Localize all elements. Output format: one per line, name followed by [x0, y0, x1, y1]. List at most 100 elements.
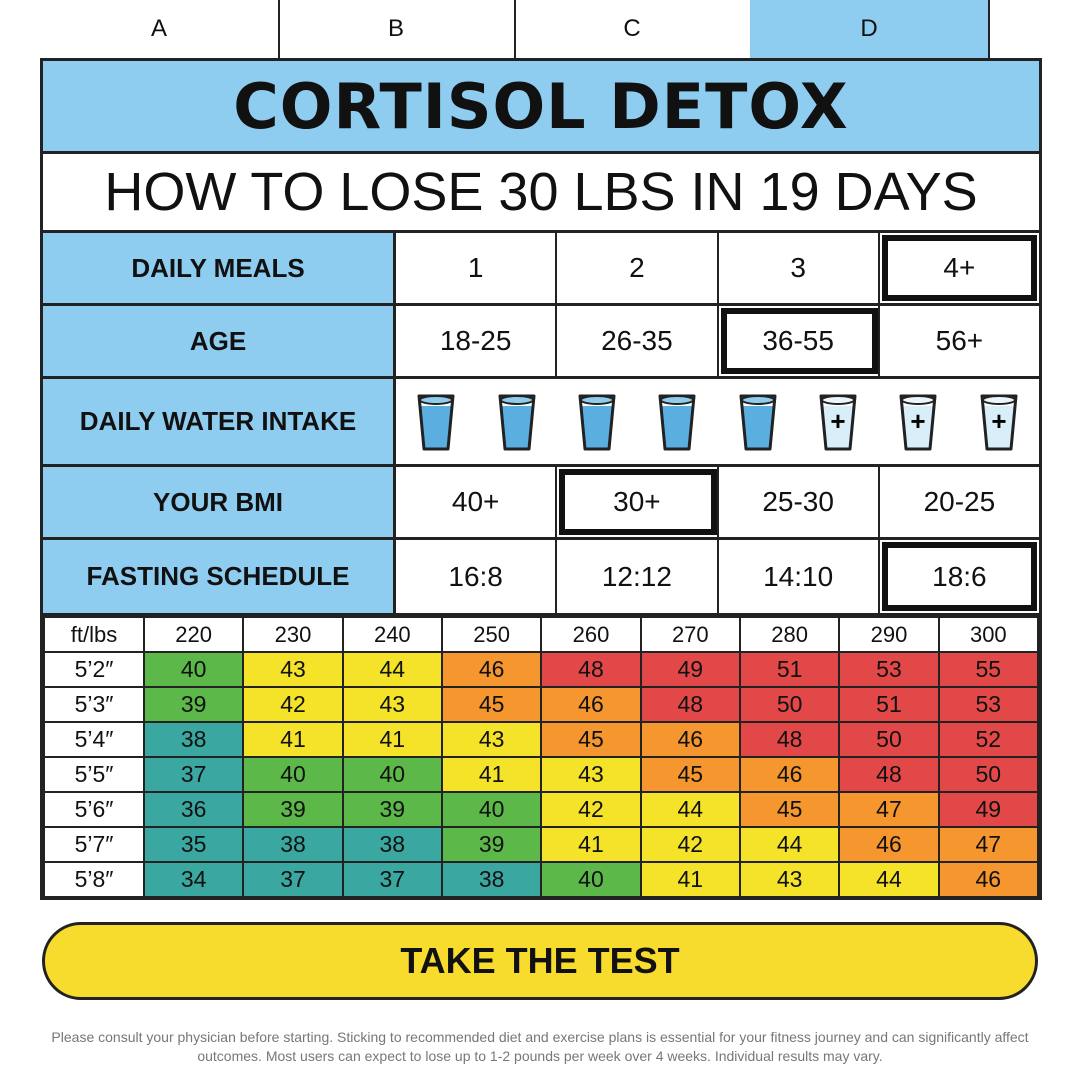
- option-daily-meals-2[interactable]: 2: [557, 233, 719, 303]
- water-glass-plus-icon: +: [980, 394, 1018, 450]
- plus-mark: +: [911, 406, 926, 436]
- question-row-daily-water-intake: DAILY WATER INTAKE + + +: [43, 379, 1039, 467]
- bmi-value-cell: 40: [540, 861, 642, 898]
- bmi-value-cell: 48: [639, 686, 741, 723]
- table-row: 5’8″ 34 37 37 38 40 41 43 44 46: [43, 861, 1040, 898]
- option-age-3[interactable]: 36-55: [719, 306, 880, 376]
- question-label: AGE: [43, 306, 396, 376]
- bmi-value-cell: 44: [341, 651, 443, 688]
- table-row: 5’4″ 38 41 41 43 45 46 48 50 52: [43, 721, 1040, 758]
- bmi-value-cell: 43: [440, 721, 543, 758]
- bmi-value-cell: 42: [242, 686, 344, 723]
- bmi-value-cell: 39: [242, 791, 344, 828]
- bmi-value-cell: 52: [937, 721, 1040, 758]
- bmi-value-cell: 50: [738, 686, 841, 723]
- option-your-bmi-3[interactable]: 25-30: [719, 467, 880, 537]
- bmi-value-cell: 50: [838, 721, 940, 758]
- question-row-daily-meals: DAILY MEALS 1 2 3 4+: [43, 233, 1039, 306]
- table-row: 5’3″ 39 42 43 45 46 48 50 51 53: [43, 686, 1040, 723]
- bmi-value-cell: 40: [440, 791, 543, 828]
- bmi-value-cell: 47: [937, 826, 1040, 863]
- bmi-value-cell: 38: [242, 826, 344, 863]
- question-label: YOUR BMI: [43, 467, 396, 537]
- bmi-value-cell: 40: [341, 756, 443, 793]
- bmi-value-cell: 37: [142, 756, 245, 793]
- bmi-value-cell: 37: [341, 861, 443, 898]
- page-title: CORTISOL DETOX: [43, 61, 1039, 154]
- bmi-value-cell: 44: [639, 791, 741, 828]
- option-age-2[interactable]: 26-35: [557, 306, 719, 376]
- water-glass-option[interactable]: +: [798, 379, 878, 464]
- bmi-height-label: 5’3″: [43, 686, 145, 723]
- bmi-value-cell: 34: [142, 861, 245, 898]
- bmi-value-cell: 40: [242, 756, 344, 793]
- bmi-height-label: 5’8″: [43, 861, 145, 898]
- water-glass-option[interactable]: [637, 379, 717, 464]
- water-glass-option[interactable]: +: [959, 379, 1039, 464]
- bmi-value-cell: 53: [838, 651, 940, 688]
- bmi-value-cell: 51: [738, 651, 841, 688]
- bmi-value-cell: 38: [142, 721, 245, 758]
- question-options: + + +: [396, 379, 1039, 464]
- bmi-value-cell: 41: [639, 861, 741, 898]
- bmi-value-cell: 35: [142, 826, 245, 863]
- bmi-value-cell: 48: [738, 721, 841, 758]
- take-the-test-button[interactable]: TAKE THE TEST: [42, 922, 1038, 1000]
- option-daily-meals-4[interactable]: 4+: [880, 233, 1039, 303]
- table-row: 5’2″ 40 43 44 46 48 49 51 53 55: [43, 651, 1040, 688]
- column-header-a: A: [40, 0, 280, 58]
- question-label: DAILY MEALS: [43, 233, 396, 303]
- option-age-1[interactable]: 18-25: [396, 306, 558, 376]
- option-your-bmi-1[interactable]: 40+: [396, 467, 558, 537]
- bmi-value-cell: 43: [242, 651, 344, 688]
- option-daily-meals-1[interactable]: 1: [396, 233, 558, 303]
- plus-mark: +: [830, 406, 845, 436]
- bmi-height-label: 5’5″: [43, 756, 145, 793]
- option-fasting-schedule-2[interactable]: 12:12: [557, 540, 719, 613]
- bmi-value-cell: 55: [937, 651, 1040, 688]
- option-fasting-schedule-3[interactable]: 14:10: [719, 540, 880, 613]
- bmi-value-cell: 48: [838, 756, 940, 793]
- bmi-weight-header: 290: [838, 616, 940, 653]
- bmi-value-cell: 53: [937, 686, 1040, 723]
- water-glass-plus-icon: +: [819, 394, 857, 450]
- bmi-corner-label: ft/lbs: [43, 616, 145, 653]
- water-glass-option[interactable]: [396, 379, 476, 464]
- bmi-value-cell: 46: [639, 721, 741, 758]
- page-subtitle: HOW TO LOSE 30 LBS IN 19 DAYS: [43, 154, 1039, 233]
- option-your-bmi-4[interactable]: 20-25: [923, 486, 996, 517]
- question-row-fasting-schedule: FASTING SCHEDULE 16:8 12:12 14:10 18:6: [43, 540, 1039, 616]
- bmi-value-cell: 39: [341, 791, 443, 828]
- option-fasting-schedule-4[interactable]: 18:6: [880, 540, 1039, 613]
- water-glass-option[interactable]: [476, 379, 556, 464]
- water-glass-icon: [578, 394, 616, 450]
- water-glass-option[interactable]: [557, 379, 637, 464]
- option-daily-meals-3[interactable]: 3: [719, 233, 880, 303]
- bmi-height-label: 5’7″: [43, 826, 145, 863]
- bmi-weight-header: 250: [440, 616, 543, 653]
- bmi-weight-header: 260: [540, 616, 642, 653]
- water-glass-option[interactable]: [718, 379, 798, 464]
- water-glass-icon: [658, 394, 696, 450]
- water-glass-icon: [739, 394, 777, 450]
- bmi-weight-header: 280: [738, 616, 841, 653]
- bmi-value-cell: 41: [341, 721, 443, 758]
- bmi-value-cell: 45: [639, 756, 741, 793]
- question-options: 18-25 26-35 36-55 56+: [396, 306, 1039, 376]
- bmi-value-cell: 46: [838, 826, 940, 863]
- water-glass-icon: [417, 394, 455, 450]
- bmi-value-cell: 41: [540, 826, 642, 863]
- bmi-value-cell: 38: [341, 826, 443, 863]
- bmi-value-cell: 47: [838, 791, 940, 828]
- column-header-b: B: [278, 0, 516, 58]
- bmi-value-cell: 43: [738, 861, 841, 898]
- option-fasting-schedule-1[interactable]: 16:8: [396, 540, 558, 613]
- option-age-4[interactable]: 56+: [935, 325, 984, 356]
- option-your-bmi-2[interactable]: 30+: [557, 467, 719, 537]
- bmi-value-cell: 45: [738, 791, 841, 828]
- bmi-value-cell: 39: [440, 826, 543, 863]
- bmi-height-label: 5’6″: [43, 791, 145, 828]
- bmi-value-cell: 46: [937, 861, 1040, 898]
- water-glass-option[interactable]: +: [878, 379, 958, 464]
- bmi-value-cell: 45: [440, 686, 543, 723]
